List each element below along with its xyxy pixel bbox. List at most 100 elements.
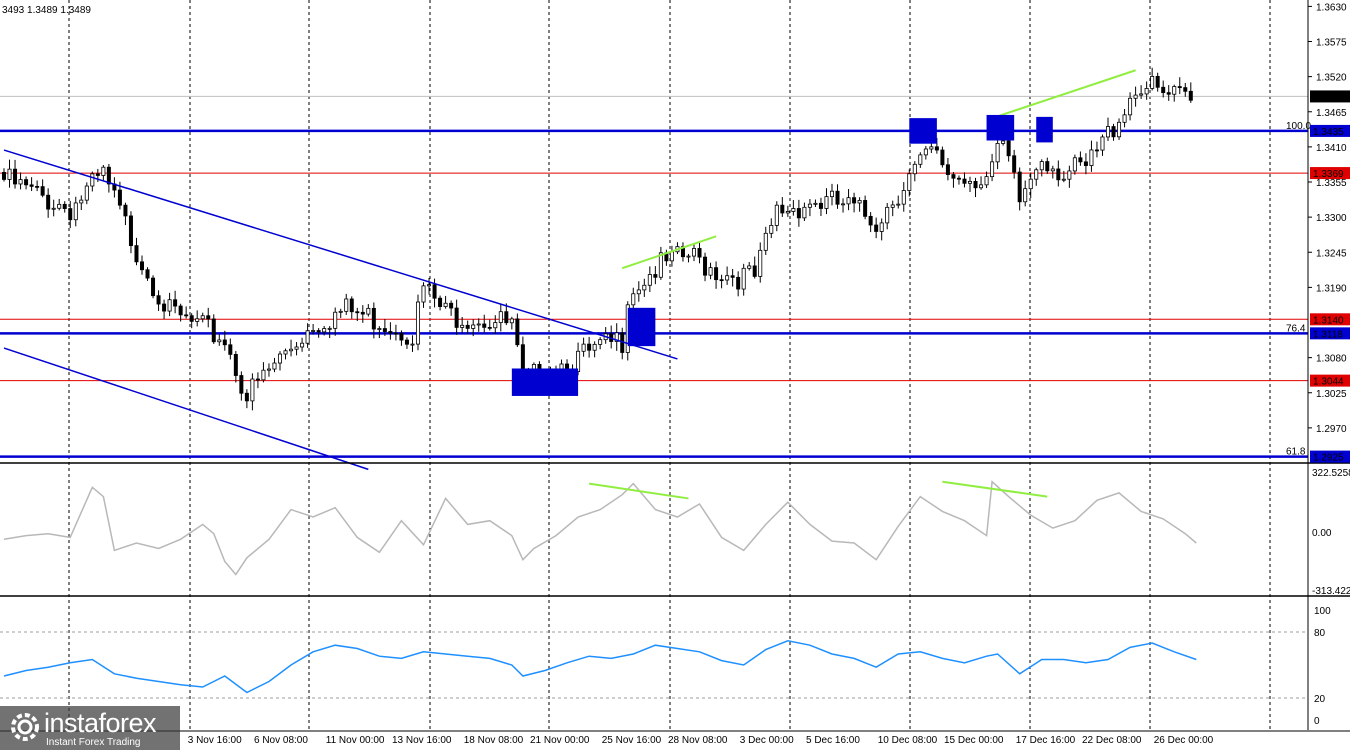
price-tick-label-10: 1.3025 <box>1316 389 1347 400</box>
candle-body-126 <box>697 248 702 258</box>
candle-body-41 <box>228 344 233 355</box>
price-tick-label-0: 1.3630 <box>1316 2 1347 13</box>
candle-body-53 <box>294 346 299 350</box>
rsi-tick-label-0: 100 <box>1314 606 1331 617</box>
candle-body-212 <box>1172 86 1177 95</box>
candle-body-39 <box>217 339 222 343</box>
candle-body-33 <box>184 314 189 317</box>
candle-body-31 <box>173 299 178 307</box>
candle-body-9 <box>51 207 56 210</box>
level-badge-5 <box>1310 450 1350 463</box>
candle-body-153 <box>846 197 851 205</box>
cci-divergence-2 <box>942 480 1048 498</box>
candle-body-145 <box>802 206 807 219</box>
price-tick-label-1: 1.3575 <box>1316 38 1347 49</box>
trendlines <box>3 69 1136 471</box>
candle-body-1 <box>7 168 12 180</box>
last-price-badge <box>1310 90 1350 103</box>
candle-body-69 <box>382 328 387 332</box>
candle-body-71 <box>393 332 398 335</box>
candle-body-22 <box>123 204 128 217</box>
candle-body-209 <box>1155 75 1160 88</box>
axis-labels: 1.36301.35751.35201.34651.34101.33551.33… <box>188 2 1350 746</box>
price-tick-label-7: 1.3245 <box>1316 248 1347 259</box>
candle-body-149 <box>824 196 829 209</box>
candle-body-25 <box>139 261 144 271</box>
level-badge-1 <box>1310 167 1350 180</box>
time-label-5: 21 Nov 00:00 <box>530 735 590 746</box>
candle-body-85 <box>471 324 476 329</box>
candle-body-177 <box>979 184 984 189</box>
candle-body-3 <box>18 179 23 185</box>
candle-body-62 <box>344 298 349 312</box>
candle-body-15 <box>84 185 89 201</box>
level-badge-label-1: 1.3369 <box>1313 169 1344 180</box>
candle-body-28 <box>156 295 161 305</box>
level-badge-0 <box>1310 124 1350 137</box>
signal-box-4 <box>1036 116 1053 143</box>
cci-tick-label-2: -313.4226 <box>1312 586 1350 597</box>
time-label-13: 22 Dec 08:00 <box>1082 735 1142 746</box>
candle-body-44 <box>244 392 249 402</box>
candle-body-63 <box>349 298 354 313</box>
candle-body-184 <box>1017 171 1022 203</box>
candle-body-150 <box>830 190 835 198</box>
candle-body-43 <box>239 375 244 394</box>
candle-body-147 <box>813 202 818 205</box>
axes <box>0 0 1350 732</box>
candle-body-67 <box>371 307 376 330</box>
candle-body-5 <box>29 184 34 187</box>
candle-body-157 <box>868 215 873 226</box>
cci-tick-label-1: 0.00 <box>1312 528 1332 539</box>
candle-body-146 <box>807 203 812 208</box>
candle-body-128 <box>708 267 713 276</box>
candle-body-135 <box>747 265 752 269</box>
level-badge-label-5: 1.2925 <box>1313 453 1344 464</box>
time-label-7: 28 Nov 08:00 <box>668 735 728 746</box>
grid <box>0 0 1308 730</box>
fib-label-5: 61.8 <box>1286 447 1306 458</box>
candle-body-47 <box>261 369 266 381</box>
candle-body-130 <box>719 279 724 282</box>
instaforex-logo: instaforex Instant Forex Trading <box>0 706 180 750</box>
candle-body-167 <box>923 148 928 156</box>
candle-body-142 <box>785 211 790 214</box>
candle-body-8 <box>46 194 51 210</box>
candle-body-74 <box>410 343 415 346</box>
candle-body-134 <box>741 267 746 290</box>
level-badge-2 <box>1310 313 1350 326</box>
ohlc-header: 3493 1.3489 1.3489 <box>2 5 91 16</box>
candle-body-194 <box>1072 157 1077 172</box>
candle-body-17 <box>95 173 100 176</box>
price-tick-label-8: 1.3190 <box>1316 283 1347 294</box>
cci-divergence-1 <box>588 482 689 500</box>
candle-body-23 <box>128 215 133 247</box>
fib-label-0: 100.0 <box>1286 121 1311 132</box>
signal-box-3 <box>986 114 1015 141</box>
candle-body-88 <box>487 326 492 329</box>
candle-body-49 <box>272 362 277 370</box>
candle-body-46 <box>255 378 260 381</box>
candle-body-55 <box>305 330 310 344</box>
candle-body-45 <box>250 378 255 402</box>
price-tick-label-4: 1.3410 <box>1316 143 1347 154</box>
candle-body-111 <box>614 332 619 342</box>
candle-body-140 <box>774 204 779 226</box>
candle-body-59 <box>327 327 332 330</box>
candle-body-198 <box>1094 149 1099 152</box>
candle-body-178 <box>984 176 989 186</box>
candle-body-76 <box>421 285 426 303</box>
candle-body-42 <box>233 354 238 376</box>
candle-body-187 <box>1034 169 1039 180</box>
candle-body-56 <box>311 330 316 332</box>
candle-body-60 <box>333 311 338 329</box>
signal-markers <box>511 114 1053 396</box>
candle-body-61 <box>338 310 343 313</box>
candle-body-50 <box>277 353 282 364</box>
level-badge-label-3: 1.3118 <box>1313 329 1343 340</box>
candle-body-86 <box>476 323 481 326</box>
price-tick-label-2: 1.3520 <box>1316 73 1347 84</box>
candle-body-73 <box>404 339 409 345</box>
candle-body-201 <box>1111 126 1116 138</box>
